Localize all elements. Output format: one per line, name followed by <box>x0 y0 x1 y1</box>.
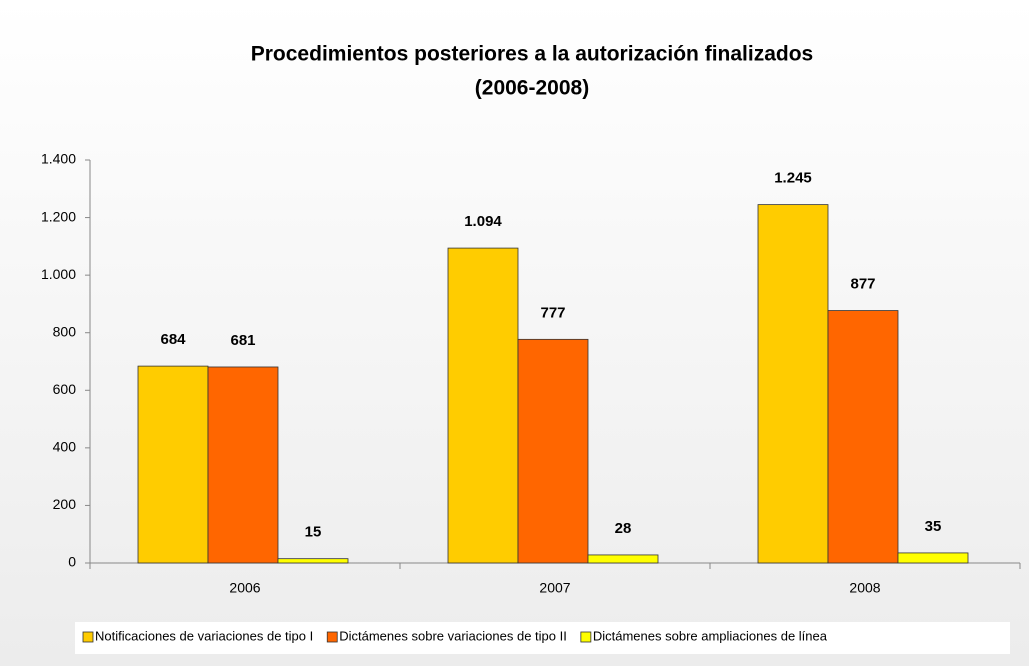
bar <box>587 554 659 564</box>
value-label: 877 <box>850 276 875 293</box>
legend-box <box>75 622 1010 654</box>
x-tick-label: 2006 <box>229 580 260 596</box>
value-label: 15 <box>305 524 322 541</box>
bar <box>207 366 279 564</box>
x-tick-label: 2007 <box>539 580 570 596</box>
bar <box>517 338 589 564</box>
y-tick-label: 200 <box>53 496 77 512</box>
bar <box>137 365 209 564</box>
bar <box>897 552 969 564</box>
value-label: 684 <box>160 331 186 348</box>
value-label: 28 <box>615 520 632 537</box>
value-label: 35 <box>925 518 942 535</box>
legend-label: Dictámenes sobre variaciones de tipo II <box>339 628 567 643</box>
legend-swatch <box>326 631 338 643</box>
y-tick-label: 1.400 <box>41 151 76 167</box>
legend-swatch <box>82 631 94 643</box>
value-label: 777 <box>540 304 565 321</box>
y-tick-label: 800 <box>53 323 77 339</box>
y-tick-label: 0 <box>68 554 76 570</box>
chart-title: (2006-2008) <box>475 77 589 100</box>
value-label: 1.094 <box>464 213 502 230</box>
legend-label: Dictámenes sobre ampliaciones de línea <box>593 628 828 643</box>
legend-label: Notificaciones de variaciones de tipo I <box>95 628 313 643</box>
bar <box>277 558 349 564</box>
bar <box>447 247 519 564</box>
y-tick-label: 1.000 <box>41 266 76 282</box>
bar <box>827 310 899 564</box>
value-label: 1.245 <box>774 170 812 187</box>
legend-swatch <box>580 631 592 643</box>
y-tick-label: 600 <box>53 381 77 397</box>
y-tick-label: 1.200 <box>41 208 76 224</box>
chart-title: Procedimientos posteriores a la autoriza… <box>251 43 813 66</box>
bar <box>757 204 829 564</box>
x-tick-label: 2008 <box>849 580 880 596</box>
y-tick-label: 400 <box>53 439 77 455</box>
value-label: 681 <box>230 332 255 349</box>
